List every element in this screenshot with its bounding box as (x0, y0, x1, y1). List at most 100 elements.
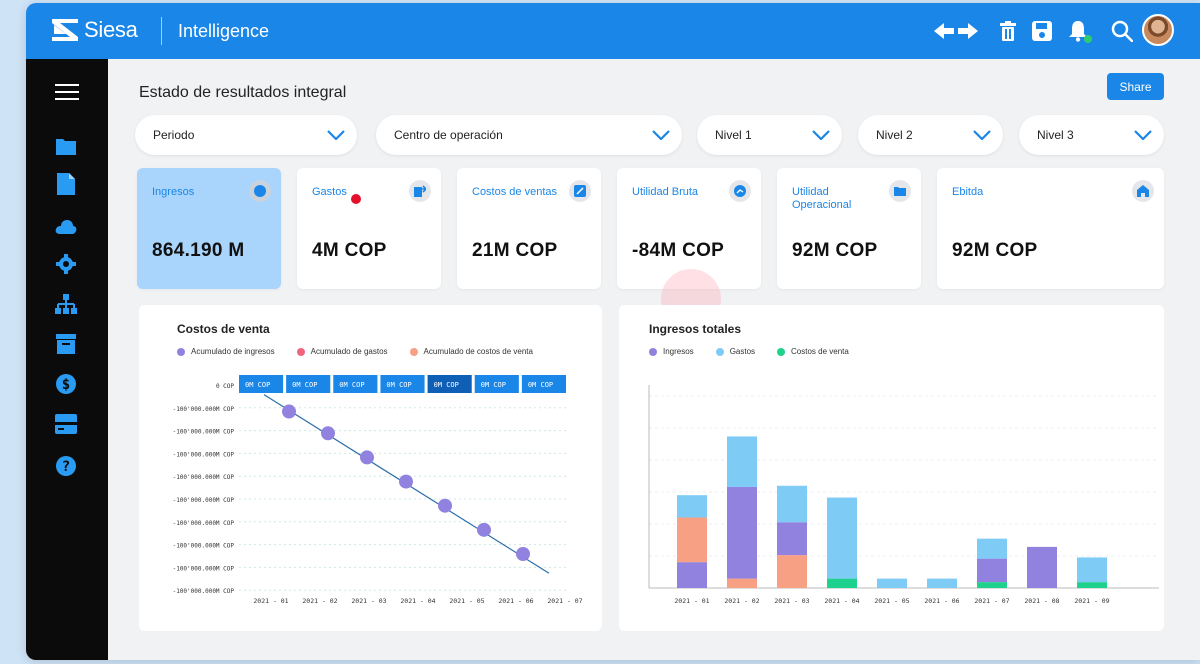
filter-nivel-1[interactable]: Nivel 1 (697, 115, 842, 155)
chevron-down-icon (327, 130, 345, 140)
kpi-value: -84M COP (632, 240, 725, 261)
kpi-value: 92M COP (952, 240, 1038, 261)
bar-segment (1077, 557, 1107, 583)
help-icon[interactable]: ? (55, 455, 77, 477)
dollar-icon[interactable]: $ (55, 373, 77, 395)
arrows-icon[interactable] (934, 19, 978, 43)
legend-dot (777, 347, 786, 356)
kpi-card-costos-ventas[interactable]: Costos de ventas 21M COP (457, 168, 601, 289)
legend-item[interactable]: Acumulado de gastos (296, 347, 388, 356)
filter-label: Nivel 2 (876, 128, 913, 142)
chart-legend: Ingresos Gastos Costos de venta (649, 347, 849, 356)
kpi-label: Gastos (312, 186, 347, 198)
kpi-value: 21M COP (472, 240, 558, 261)
filter-label: Centro de operación (394, 128, 503, 142)
header-cell (474, 375, 519, 393)
legend-label: Acumulado de ingresos (191, 347, 275, 356)
folder-icon[interactable] (55, 135, 77, 157)
kpi-card-utilidad-bruta[interactable]: Utilidad Bruta -84M COP (617, 168, 761, 289)
filter-label: Nivel 3 (1037, 128, 1074, 142)
line-chart: 0M COP 0M COP 0M COP 0M COP 0M COP 0M COP 0M C… (173, 375, 583, 605)
kpi-card-ebitda[interactable]: Ebitda 92M COP (937, 168, 1164, 289)
legend-item[interactable]: Gastos (715, 347, 756, 356)
filter-periodo[interactable]: Periodo (135, 115, 357, 155)
x-tick-label: 2021 - 04 (824, 597, 859, 605)
archive-icon[interactable] (55, 333, 77, 355)
legend-item[interactable]: Acumulado de costos de venta (409, 347, 533, 356)
file-icon[interactable] (55, 173, 77, 195)
legend-item[interactable]: Acumulado de ingresos (177, 347, 275, 356)
panel-ingresos-totales: Ingresos totales Ingresos Gastos Costos … (619, 305, 1164, 631)
gear-icon[interactable] (55, 253, 77, 275)
y-tick-label: -100'000.000M COP (173, 588, 235, 595)
hierarchy-icon[interactable] (55, 293, 77, 315)
kpi-card-gastos[interactable]: Gastos 4M COP (297, 168, 441, 289)
x-tick-label: 2021 - 05 (449, 597, 484, 605)
chart-title: Ingresos totales (649, 322, 742, 336)
kpi-value: 4M COP (312, 240, 387, 261)
share-button[interactable]: Share (1107, 73, 1164, 100)
kpi-label: Utilidad Bruta (632, 186, 699, 198)
bar-segment (677, 495, 707, 518)
bar-segment (977, 558, 1007, 583)
data-point (321, 426, 335, 441)
menu-icon[interactable] (55, 81, 79, 103)
app-name: Intelligence (178, 21, 270, 41)
legend-label: Costos de venta (791, 347, 849, 356)
y-tick-label: -100'000.000M COP (173, 429, 235, 436)
bar-segment (727, 578, 757, 588)
search-icon[interactable] (1110, 19, 1134, 43)
panel-costos-venta: Costos de venta Acumulado de ingresos Ac… (139, 305, 602, 631)
x-tick-label: 2021 - 03 (351, 597, 386, 605)
folder-icon (889, 180, 911, 202)
bar-segment (1027, 546, 1057, 588)
y-tick-label: -100'000.000M COP (173, 520, 235, 527)
filter-label: Nivel 1 (715, 128, 752, 142)
y-tick-label: -100'000.000M COP (173, 451, 235, 458)
home-icon (1132, 180, 1154, 202)
cloud-icon[interactable] (55, 215, 77, 237)
bar-segment (877, 578, 907, 588)
header-cell-label: 0M COP (339, 381, 364, 389)
app-window: Siesa Intelligence (26, 3, 1200, 660)
bar-segment (827, 578, 857, 588)
x-tick-label: 2021 - 06 (498, 597, 533, 605)
bar-segment (727, 486, 757, 579)
filter-nivel-2[interactable]: Nivel 2 (858, 115, 1003, 155)
bell-icon[interactable] (1066, 19, 1092, 43)
bar-segment (977, 582, 1007, 588)
filter-centro-operacion[interactable]: Centro de operación (376, 115, 682, 155)
data-point (399, 474, 413, 489)
avatar[interactable] (1142, 14, 1174, 46)
kpi-label: Utilidad Operacional (792, 186, 852, 211)
header-cell-label: 0M COP (434, 381, 459, 389)
kpi-card-ingresos[interactable]: Ingresos 864.190 M (137, 168, 281, 289)
x-tick-label: 2021 - 09 (1074, 597, 1109, 605)
chevron-down-icon (1134, 130, 1152, 140)
x-tick-label: 2021 - 08 (1024, 597, 1059, 605)
sidebar: $ ? (26, 59, 108, 660)
svg-text:?: ? (62, 459, 70, 475)
brand-logo[interactable]: Siesa (52, 17, 138, 43)
bar-segment (677, 517, 707, 563)
x-tick-label: 2021 - 01 (253, 597, 288, 605)
legend-dot (409, 347, 418, 356)
trash-icon[interactable] (996, 19, 1020, 43)
filter-nivel-3[interactable]: Nivel 3 (1019, 115, 1164, 155)
legend-item[interactable]: Costos de venta (777, 347, 849, 356)
card-icon[interactable] (55, 413, 77, 435)
header-cell (380, 375, 425, 393)
cursor-dot (351, 194, 361, 204)
kpi-card-utilidad-operacional[interactable]: Utilidad Operacional 92M COP (777, 168, 921, 289)
chevron-down-icon (973, 130, 991, 140)
legend-dot (715, 347, 724, 356)
x-tick-label: 2021 - 02 (724, 597, 759, 605)
legend-label: Gastos (729, 347, 756, 356)
bar-segment (727, 436, 757, 487)
kpi-value: 92M COP (792, 240, 878, 261)
legend-item[interactable]: Ingresos (649, 347, 694, 356)
x-tick-label: 2021 - 05 (874, 597, 909, 605)
y-tick-label: -100'000.000M COP (173, 543, 235, 550)
brand-name: Siesa (84, 17, 138, 42)
save-icon[interactable] (1030, 19, 1054, 43)
